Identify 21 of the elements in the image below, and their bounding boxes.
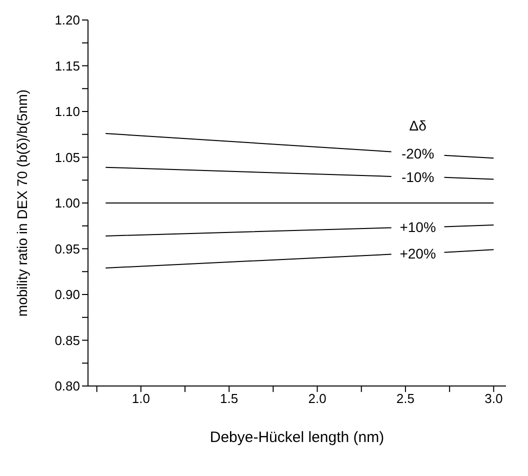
- y-tick-label: 0.85: [54, 332, 80, 348]
- y-axis-title: mobility ratio in DEX 70 (b(δ)/b(5nm): [14, 89, 30, 317]
- series-label: +10%: [400, 219, 436, 236]
- series-label: -10%: [401, 168, 434, 185]
- y-tick-label: 1.10: [54, 104, 80, 120]
- x-tick-label: 2.5: [396, 391, 415, 406]
- y-tick-label: 0.90: [54, 287, 80, 302]
- y-tick-label: 1.20: [54, 12, 80, 28]
- x-tick-label: 2.0: [308, 391, 326, 406]
- x-axis-title: Debye-Hückel length (nm): [210, 429, 384, 446]
- y-tick-label: 0.80: [54, 378, 80, 394]
- y-tick-label: 1.00: [54, 196, 80, 211]
- x-tick-label: 1.5: [220, 391, 238, 406]
- x-tick-label: 1.0: [132, 391, 150, 406]
- y-tick-label: 1.15: [54, 58, 80, 74]
- y-tick-label: 1.05: [54, 150, 80, 165]
- x-tick-label: 3.0: [484, 391, 503, 406]
- y-tick-label: 0.95: [54, 241, 80, 256]
- series-label: -20%: [401, 146, 434, 162]
- series-label: +20%: [400, 245, 436, 262]
- legend-title: Δδ: [409, 118, 427, 134]
